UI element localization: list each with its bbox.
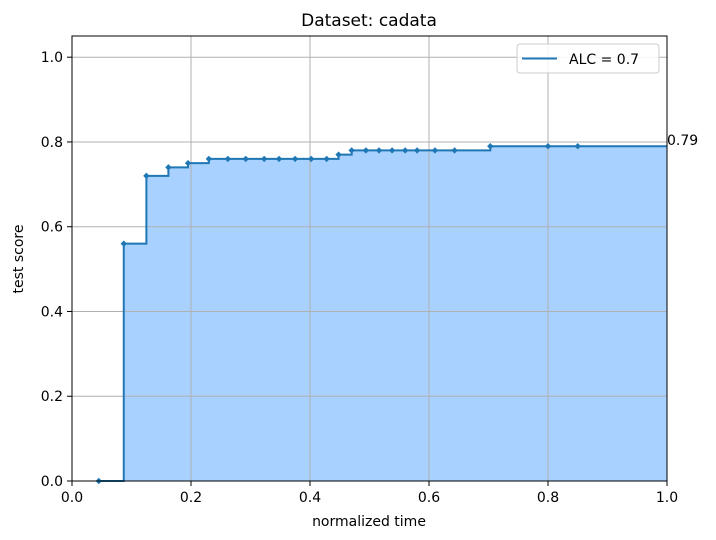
y-tick-label-1: 0.2 — [41, 389, 63, 405]
data-point-16 — [375, 147, 383, 154]
data-point-22 — [487, 142, 494, 150]
data-point-7 — [242, 155, 249, 163]
data-point-14 — [348, 147, 355, 154]
data-point-11 — [307, 155, 315, 163]
legend: ALC = 0.7 — [516, 43, 660, 74]
data-point-18 — [402, 147, 409, 154]
data-point-5 — [205, 155, 213, 163]
data-point-2 — [143, 172, 150, 180]
x-tick-label-5: 1.0 — [656, 490, 678, 506]
data-point-12 — [323, 155, 330, 163]
plot-area: 0.0 0.2 0.4 0.6 0.8 1.0 0.0 0.2 0.4 0.6 0.8 1.0 0.79 — [41, 35, 698, 506]
y-tick-label-3: 0.6 — [41, 220, 63, 236]
data-point-23 — [544, 142, 552, 150]
axes-frame — [71, 35, 668, 482]
x-tick-label-4: 0.8 — [537, 490, 559, 506]
y-tick-label-0: 0.0 — [41, 474, 63, 490]
data-point-20 — [431, 147, 439, 154]
data-point-10 — [291, 155, 299, 163]
data-point-1 — [120, 240, 127, 247]
legend-label: ALC = 0.7 — [569, 52, 639, 68]
data-point-4 — [184, 159, 192, 167]
y-tick-label-5: 1.0 — [41, 50, 63, 66]
x-axis-label: normalized time — [312, 514, 426, 530]
series-line — [98, 145, 667, 482]
x-tick-label-1: 0.2 — [180, 490, 202, 506]
y-axis-label: test score — [11, 225, 27, 294]
y-tick-label-2: 0.4 — [41, 304, 63, 320]
data-point-15 — [362, 147, 370, 154]
data-point-3 — [165, 164, 172, 171]
area-fill — [98, 146, 667, 481]
y-tick-label-4: 0.8 — [41, 135, 63, 151]
data-point-9 — [275, 155, 283, 163]
data-point-13 — [335, 151, 342, 158]
legend-box — [516, 43, 660, 74]
data-point-24 — [574, 142, 581, 150]
end-value-annotation: 0.79 — [667, 133, 698, 149]
chart-title: Dataset: cadata — [301, 11, 437, 31]
data-point-6 — [224, 155, 232, 163]
x-tick-label-3: 0.6 — [418, 490, 440, 506]
data-point-8 — [260, 155, 268, 163]
x-tick-label-2: 0.4 — [299, 490, 321, 506]
data-point-21 — [451, 147, 458, 154]
data-point-19 — [413, 147, 421, 154]
data-point-17 — [388, 147, 396, 154]
x-tick-label-0: 0.0 — [61, 490, 83, 506]
